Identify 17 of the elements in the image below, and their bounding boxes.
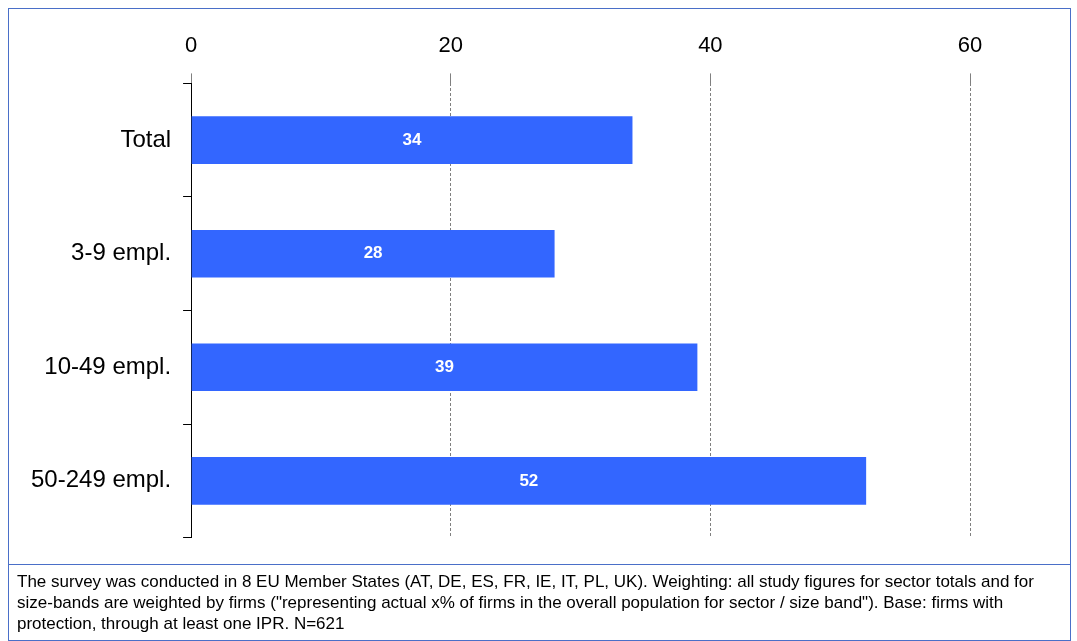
y-tick-label: 3-9 empl.	[71, 238, 172, 266]
data-label: 52	[519, 470, 539, 490]
bar	[191, 343, 698, 392]
x-tick-label: 0	[184, 32, 198, 58]
y-tick-label: Total	[120, 124, 172, 152]
bar	[191, 456, 867, 505]
x-tick-label: 40	[698, 32, 723, 58]
y-tick-label: 10-49 empl.	[44, 351, 172, 379]
x-tick-label: 20	[438, 32, 463, 58]
bar	[191, 229, 555, 278]
text: The survey was conducted in 8 EU Member States (AT, DE, ES, FR, IE, IT, PL, UK). Weighting: all study figures for sector totals and for size-bands are weighted by firms ("representing actual x% of firms in the overall population for sector / size band"). Base: firms with protection, through at least one IPR. N=621	[17, 571, 1035, 634]
y-tick-label: 50-249 empl.	[30, 465, 172, 493]
x-tick-label: 60	[957, 32, 983, 58]
data-label: 28	[363, 243, 383, 263]
bar	[191, 116, 633, 165]
data-label: 34	[402, 129, 423, 149]
data-label: 39	[435, 356, 454, 376]
